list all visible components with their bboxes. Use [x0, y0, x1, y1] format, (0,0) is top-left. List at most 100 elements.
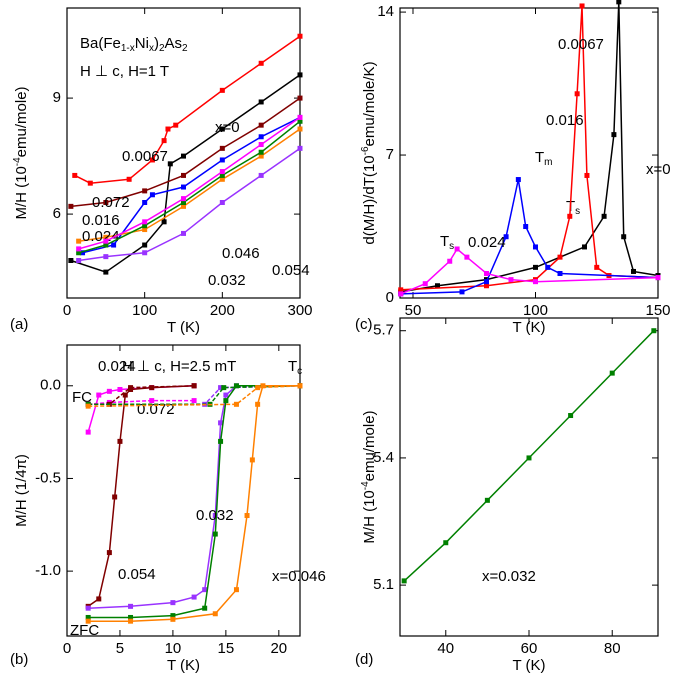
data-point	[87, 180, 93, 186]
series-label: 0.046	[222, 245, 260, 262]
data-point	[173, 122, 179, 128]
data-point	[142, 242, 148, 248]
data-point	[218, 438, 224, 444]
x-axis-label: T (K)	[512, 657, 545, 674]
data-point	[545, 264, 551, 270]
x-tick-label: 300	[287, 302, 312, 319]
data-point	[85, 614, 91, 620]
data-point	[149, 398, 155, 404]
data-point	[142, 219, 148, 225]
y-tick-label: 9	[53, 89, 61, 106]
data-point	[103, 254, 109, 260]
data-point	[165, 126, 171, 132]
panel-label: (c)	[355, 316, 373, 333]
data-point	[532, 244, 538, 250]
x-tick-label: 150	[645, 302, 670, 319]
data-point	[233, 401, 239, 407]
x-tick-label: 50	[405, 302, 422, 319]
data-point	[523, 224, 529, 230]
text-part: M/H (10	[13, 166, 30, 219]
data-point	[96, 392, 102, 398]
data-point	[219, 145, 225, 151]
data-point	[223, 392, 229, 398]
data-point	[443, 540, 449, 546]
plot-frame	[399, 7, 659, 299]
data-point	[96, 596, 102, 602]
data-point	[80, 250, 86, 256]
data-point	[103, 238, 109, 244]
data-point	[103, 242, 109, 248]
data-point	[297, 72, 303, 78]
data-point	[202, 605, 208, 611]
y-tick-label: 5.1	[373, 576, 394, 593]
data-point	[526, 455, 532, 461]
text-part: 2	[159, 43, 165, 54]
data-point	[219, 126, 225, 132]
data-point	[142, 227, 148, 233]
data-point	[611, 132, 617, 138]
y-tick-label: 7	[386, 146, 394, 163]
data-point	[128, 385, 134, 391]
data-point	[76, 246, 82, 252]
data-point	[258, 99, 264, 105]
text-part: s	[575, 206, 580, 217]
y-tick-label: 0.0	[40, 377, 61, 394]
data-point	[594, 264, 600, 270]
data-point	[76, 257, 82, 263]
y-tick-label: 6	[53, 205, 61, 222]
data-point	[483, 270, 489, 276]
series-line	[88, 385, 300, 609]
data-point	[76, 238, 82, 244]
chart-subtitle: H ⊥ c, H=1 T	[80, 63, 169, 80]
data-point	[398, 291, 404, 297]
data-point	[218, 385, 224, 391]
data-point	[76, 250, 82, 256]
data-point	[117, 438, 123, 444]
data-point	[258, 172, 264, 178]
data-point	[503, 234, 509, 240]
data-point	[161, 219, 167, 225]
data-point	[68, 203, 74, 209]
data-point	[258, 149, 264, 155]
data-point	[508, 277, 514, 283]
text-part: emu/mole)	[13, 86, 30, 157]
data-point	[233, 383, 239, 389]
data-point	[297, 145, 303, 151]
data-point	[219, 199, 225, 205]
panel-label: (a)	[10, 316, 28, 333]
series-label: 0.016	[82, 212, 120, 229]
data-point	[223, 398, 229, 404]
data-point	[85, 429, 91, 435]
series-line	[88, 385, 195, 406]
data-point	[106, 388, 112, 394]
series-line	[88, 385, 300, 622]
data-point	[260, 383, 266, 389]
data-point	[557, 270, 563, 276]
data-point	[233, 587, 239, 593]
series-label: x=0.032	[482, 568, 536, 585]
data-point	[584, 172, 590, 178]
data-point	[202, 587, 208, 593]
text-part: c	[297, 366, 302, 377]
x-tick-label: 200	[210, 302, 235, 319]
text-part: M/H (10	[361, 490, 378, 543]
data-point	[568, 413, 574, 419]
data-point	[532, 264, 538, 270]
data-point	[297, 126, 303, 132]
data-point	[483, 283, 489, 289]
series-label: 0.054	[272, 262, 310, 279]
series-label: 0.072	[92, 194, 130, 211]
x-tick-label: 5	[116, 640, 124, 657]
plot-frame	[66, 344, 301, 637]
text-part: )	[154, 35, 159, 52]
data-point	[574, 91, 580, 97]
data-point	[557, 254, 563, 260]
data-point	[112, 494, 118, 500]
annotation: Tm	[535, 149, 553, 168]
data-point	[532, 279, 538, 285]
data-point	[581, 244, 587, 250]
data-point	[111, 242, 117, 248]
series-line	[400, 179, 659, 295]
data-point	[72, 172, 78, 178]
data-point	[212, 531, 218, 537]
